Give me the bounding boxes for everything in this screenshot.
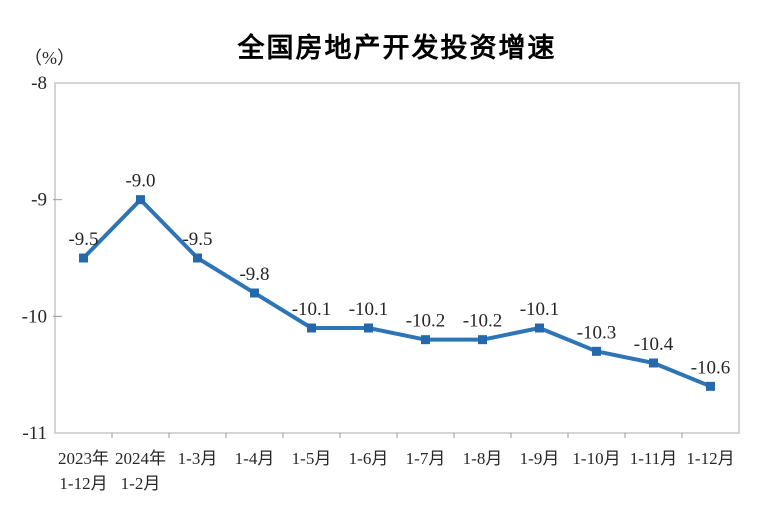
x-axis-category-label: 2024年 1-2月: [115, 449, 166, 493]
plot-area-border: [54, 82, 740, 434]
data-point-label: -10.2: [406, 311, 446, 332]
y-axis-tick-label: -8: [31, 73, 47, 94]
y-axis-unit-label: （%）: [24, 48, 75, 68]
data-point-marker: [250, 288, 259, 298]
data-point-marker: [592, 346, 601, 356]
data-point-marker: [478, 335, 487, 345]
x-axis-category-label: 1-7月: [406, 449, 446, 468]
x-axis-category-label: 1-12月: [686, 449, 734, 468]
chart-title: 全国房地产开发投资增速: [237, 33, 557, 63]
data-point-label: -10.1: [292, 299, 332, 320]
data-point-label: -9.0: [125, 171, 155, 192]
data-point-label: -10.4: [634, 334, 674, 355]
data-point-marker: [421, 335, 430, 345]
x-axis-category-label: 1-11月: [630, 449, 678, 468]
data-point-label: -9.5: [182, 229, 212, 250]
x-axis-category-label: 1-9月: [520, 449, 560, 468]
data-point-label: -10.2: [463, 311, 503, 332]
data-series-line: [81, 197, 713, 389]
data-point-label: -9.8: [239, 264, 269, 285]
x-axis-category-label: 1-4月: [235, 449, 275, 468]
data-point-marker: [136, 195, 145, 205]
data-point-marker: [193, 253, 202, 263]
data-point-label: -10.6: [691, 357, 731, 378]
data-point-label: -10.1: [520, 299, 560, 320]
data-point-marker: [706, 381, 715, 391]
x-axis-category-label: 2023年 1-12月: [58, 449, 109, 493]
x-axis-category-label: 1-5月: [292, 449, 332, 468]
data-point-marker: [79, 253, 88, 263]
data-point-marker: [535, 323, 544, 333]
data-point-label: -9.5: [68, 229, 98, 250]
y-axis-tick-label: -9: [31, 190, 47, 211]
x-axis-category-label: 1-8月: [463, 449, 503, 468]
x-axis-category-label: 1-6月: [349, 449, 389, 468]
x-axis-category-label: 1-3月: [178, 449, 218, 468]
x-axis-category-label: 1-10月: [572, 449, 620, 468]
y-axis-tick-label: -11: [22, 423, 47, 444]
y-axis-tick-label: -10: [22, 306, 47, 327]
data-point-label: -10.1: [349, 299, 389, 320]
data-point-marker: [307, 323, 316, 333]
data-point-marker: [364, 323, 373, 333]
data-point-marker: [649, 358, 658, 368]
data-point-label: -10.3: [577, 322, 617, 343]
